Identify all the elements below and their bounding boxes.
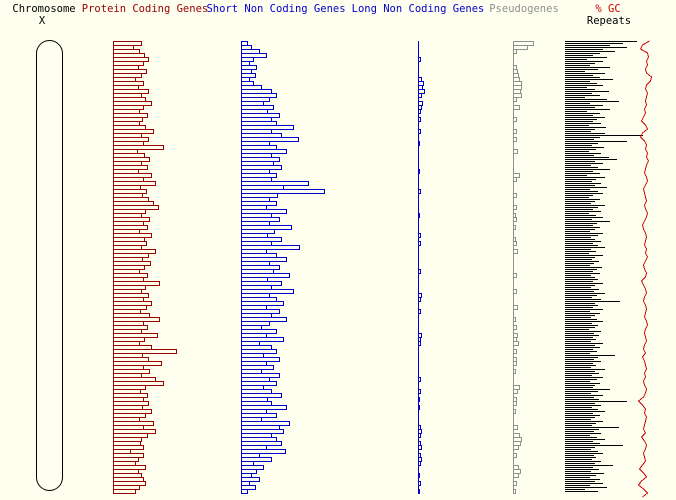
track-header-short-non-coding-genes: Short Non Coding Genes: [206, 3, 346, 15]
track-long-non-coding-genes: [418, 41, 425, 494]
chromosome-ideogram: [36, 40, 63, 491]
track-header-pseudogenes: Pseudogenes: [489, 3, 559, 15]
track-repeats: [565, 41, 643, 492]
track-header-repeats: Repeats: [586, 15, 632, 27]
chromosome-name: X: [38, 15, 46, 27]
track-header-long-non-coding-genes: Long Non Coding Genes: [351, 3, 485, 15]
track-header-percent-gc: % GC: [595, 3, 621, 15]
track-short-non-coding-genes: [241, 41, 325, 494]
track-header-protein-coding-genes: Protein Coding Genes: [81, 3, 209, 15]
track--gc: [637, 40, 653, 498]
track-pseudogenes: [513, 41, 534, 494]
track-protein-coding-genes: [113, 41, 177, 494]
chromosome-label: Chromosome: [12, 3, 76, 15]
